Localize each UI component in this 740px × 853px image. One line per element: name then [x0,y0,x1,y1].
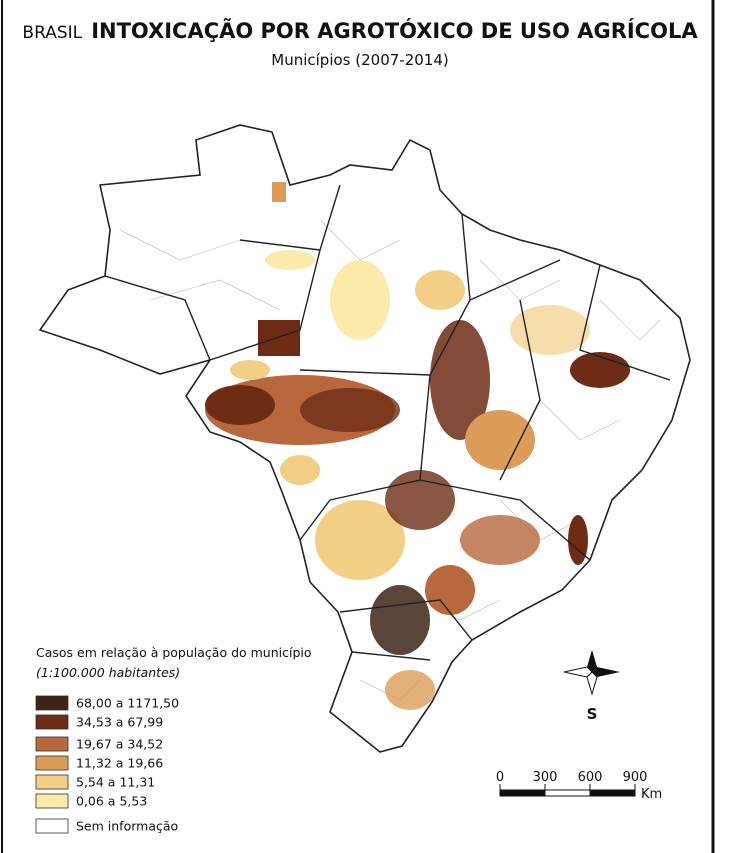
legend-label: 5,54 a 11,31 [76,775,155,790]
patch [385,470,455,530]
patch [230,360,270,380]
scale-label: 900 [623,770,648,785]
patch [272,182,286,202]
patch [465,410,535,470]
legend-label: Sem informação [76,819,178,834]
scale-label: 0 [496,770,504,785]
title-country: BRASIL [22,23,82,43]
scale-label: 300 [533,770,558,785]
patch [385,670,435,710]
legend-label: 34,53 a 67,99 [76,715,163,730]
scale-segment [499,789,546,797]
scale-unit: Km [641,787,662,802]
state-borders [104,184,671,661]
legend-title: Casos em relação à população do municípi… [36,645,312,660]
legend-swatch [35,793,69,809]
patch [425,565,475,615]
patch [265,250,315,270]
legend-label: 0,06 a 5,53 [76,794,147,809]
legend-label: 11,32 a 19,66 [76,756,163,771]
patch [460,515,540,565]
patch [300,388,400,432]
compass-needle [592,667,620,677]
patch [258,320,300,356]
patch [205,385,275,425]
legend-swatch [35,818,69,834]
legend-subtitle: (1:100.000 habitantes) [36,665,180,680]
compass-needle [587,650,597,672]
legend-label: 19,67 a 34,52 [76,737,163,752]
scale-label: 600 [578,770,603,785]
patch [370,585,430,655]
patch [415,270,465,310]
legend-swatch [35,736,69,752]
compass-label: S [587,705,598,723]
legend-swatch [35,714,69,730]
country-outline [38,124,691,753]
title: BRASIL INTOXICAÇÃO POR AGROTÓXICO DE USO… [22,18,698,43]
compass: S [563,650,620,723]
patch [330,260,390,340]
map [38,124,691,753]
title-main: INTOXICAÇÃO POR AGROTÓXICO DE USO AGRÍCO… [91,18,698,43]
legend: Casos em relação à população do municípi… [35,645,312,834]
legend-swatch [35,755,69,771]
scale-segment [589,789,636,797]
legend-swatch [35,774,69,790]
legend-label: 68,00 a 1171,50 [76,696,179,711]
subtitle: Municípios (2007-2014) [271,51,448,69]
patch [280,455,320,485]
patch [510,305,590,355]
patch [430,320,490,440]
scale-segment [544,789,591,797]
patch [315,500,405,580]
patch [568,515,588,565]
legend-swatch [35,695,69,711]
scale-bar: 0 300 600 900 Km [496,770,662,802]
